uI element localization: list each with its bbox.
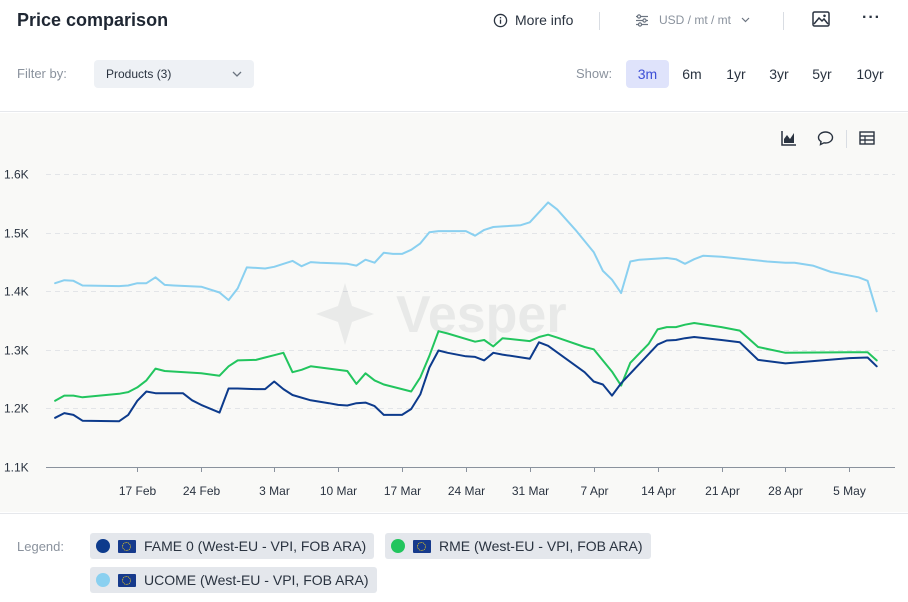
y-tick-label: 1.1K — [4, 461, 29, 475]
x-tick-label: 10 Mar — [320, 484, 357, 498]
legend-item-ucome[interactable]: UCOME (West-EU - VPI, FOB ARA) — [90, 567, 377, 593]
x-tick-label: 31 Mar — [512, 484, 549, 498]
legend-label: Legend: — [17, 539, 64, 554]
x-axis-ticks: 17 Feb 24 Feb 3 Mar 10 Mar 17 Mar 24 Mar 31 Ma… — [119, 467, 866, 498]
y-axis-ticks: 1.1K 1.2K 1.3K 1.4K 1.5K 1.6K — [4, 168, 29, 475]
eu-flag-icon — [413, 540, 431, 553]
x-tick-label: 24 Mar — [448, 484, 485, 498]
x-tick-label: 17 Feb — [119, 484, 157, 498]
y-tick-label: 1.6K — [4, 168, 29, 182]
y-tick-label: 1.5K — [4, 227, 29, 241]
series-line-2 — [55, 337, 877, 421]
series-color-dot — [96, 539, 110, 553]
watermark-text: Vesper — [396, 286, 567, 344]
legend-item-rme[interactable]: RME (West-EU - VPI, FOB ARA) — [385, 533, 651, 559]
legend-panel: Legend: FAME 0 (West-EU - VPI, FOB ARA) … — [0, 513, 908, 602]
x-tick-label: 17 Mar — [384, 484, 421, 498]
x-tick-label: 5 May — [833, 484, 866, 498]
watermark: Vesper — [316, 283, 567, 345]
y-tick-label: 1.3K — [4, 344, 29, 358]
legend-item-fame0[interactable]: FAME 0 (West-EU - VPI, FOB ARA) — [90, 533, 374, 559]
x-tick-label: 3 Mar — [259, 484, 290, 498]
series-color-dot — [391, 539, 405, 553]
y-tick-label: 1.4K — [4, 285, 29, 299]
series-color-dot — [96, 573, 110, 587]
x-tick-label: 21 Apr — [705, 484, 740, 498]
legend-item-label: RME (West-EU - VPI, FOB ARA) — [439, 538, 643, 554]
y-tick-label: 1.2K — [4, 402, 29, 416]
x-tick-label: 24 Feb — [183, 484, 221, 498]
x-tick-label: 7 Apr — [580, 484, 608, 498]
x-tick-label: 14 Apr — [641, 484, 676, 498]
legend-item-label: FAME 0 (West-EU - VPI, FOB ARA) — [144, 538, 366, 554]
legend-item-label: UCOME (West-EU - VPI, FOB ARA) — [144, 572, 369, 588]
x-tick-label: 28 Apr — [768, 484, 803, 498]
eu-flag-icon — [118, 574, 136, 587]
eu-flag-icon — [118, 540, 136, 553]
